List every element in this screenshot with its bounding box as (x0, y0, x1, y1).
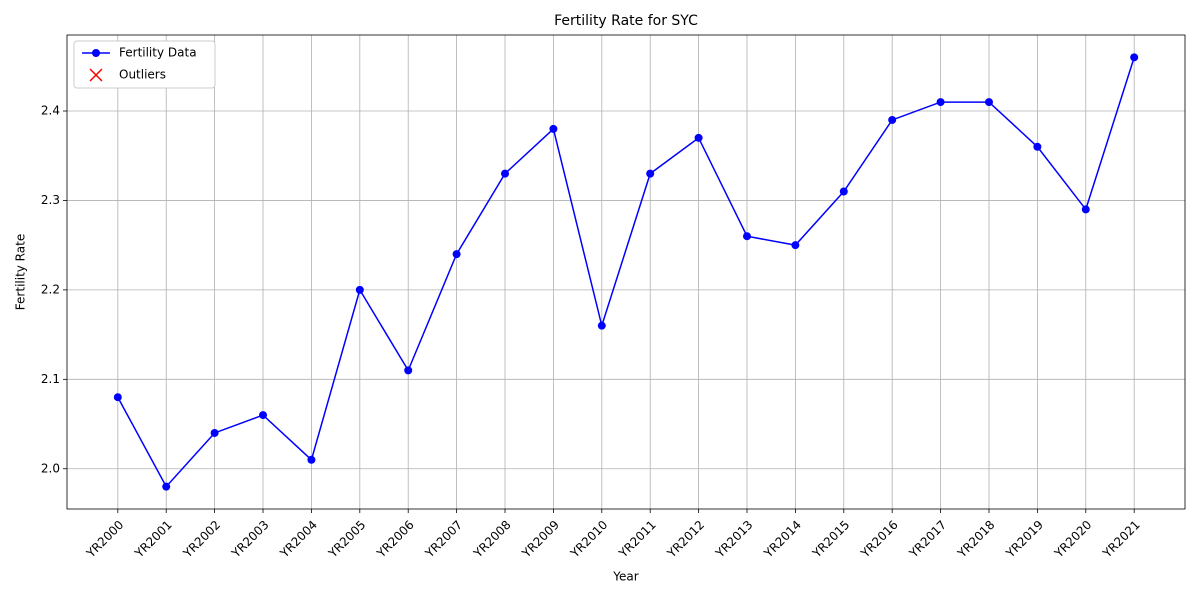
marker (307, 455, 316, 464)
x-tick-label: YR2015 (809, 518, 852, 561)
x-tick-label: YR2010 (567, 518, 610, 561)
marker (888, 115, 897, 124)
x-tick-label: YR2012 (664, 518, 707, 561)
marker (597, 321, 606, 330)
marker (936, 98, 945, 107)
x-tick-label: YR2007 (422, 518, 465, 561)
marker (839, 187, 848, 196)
y-tick-label: 2.1 (41, 372, 60, 386)
marker (1081, 205, 1090, 214)
x-tick-label: YR2017 (906, 518, 949, 561)
x-tick-label: YR2000 (83, 518, 126, 561)
marker (646, 169, 655, 178)
x-tick-label: YR2009 (519, 518, 562, 561)
y-tick-label: 2.2 (41, 282, 60, 296)
x-axis-label: Year (612, 570, 638, 584)
y-tick-label: 2.0 (41, 461, 60, 475)
x-tick-label: YR2001 (132, 518, 175, 561)
line (117, 57, 1135, 488)
x-tick-label: YR2011 (616, 518, 659, 561)
x-tick-label: YR2018 (954, 518, 997, 561)
x-tick-label: YR2002 (180, 518, 223, 561)
marker (113, 393, 122, 402)
y-axis-label: Fertility Rate (14, 234, 28, 310)
x-tick-label: YR2003 (228, 518, 271, 561)
marker (1033, 142, 1042, 151)
marker (1130, 53, 1139, 62)
legend-label: Outliers (119, 68, 166, 82)
marker (549, 124, 558, 133)
marker (501, 169, 510, 178)
marker (984, 98, 993, 107)
x-tick-label: YR2016 (857, 518, 900, 561)
chart-title: Fertility Rate for SYC (554, 13, 698, 29)
x-tick-label: YR2019 (1003, 518, 1046, 561)
marker (452, 250, 461, 259)
marker (355, 285, 364, 294)
x-tick-label: YR2008 (470, 518, 513, 561)
marker (89, 68, 103, 82)
marker (259, 411, 268, 420)
marker (791, 241, 800, 250)
plot-frame (66, 34, 1186, 510)
marker (742, 232, 751, 241)
x-tick-label: YR2013 (712, 518, 755, 561)
legend-label: Fertility Data (119, 46, 197, 60)
marker (404, 366, 413, 375)
marker (694, 133, 703, 142)
x-tick-label: YR2014 (761, 518, 804, 561)
x-tick-label: YR2006 (374, 518, 417, 561)
marker (162, 482, 171, 491)
y-tick-label: 2.4 (41, 104, 60, 118)
x-tick-label: YR2020 (1051, 518, 1094, 561)
x-tick-label: YR2004 (277, 518, 320, 561)
marker (210, 428, 219, 437)
marker (92, 49, 100, 57)
y-tick-label: 2.3 (41, 193, 60, 207)
x-tick-label: YR2021 (1099, 518, 1142, 561)
x-tick-label: YR2005 (325, 518, 368, 561)
